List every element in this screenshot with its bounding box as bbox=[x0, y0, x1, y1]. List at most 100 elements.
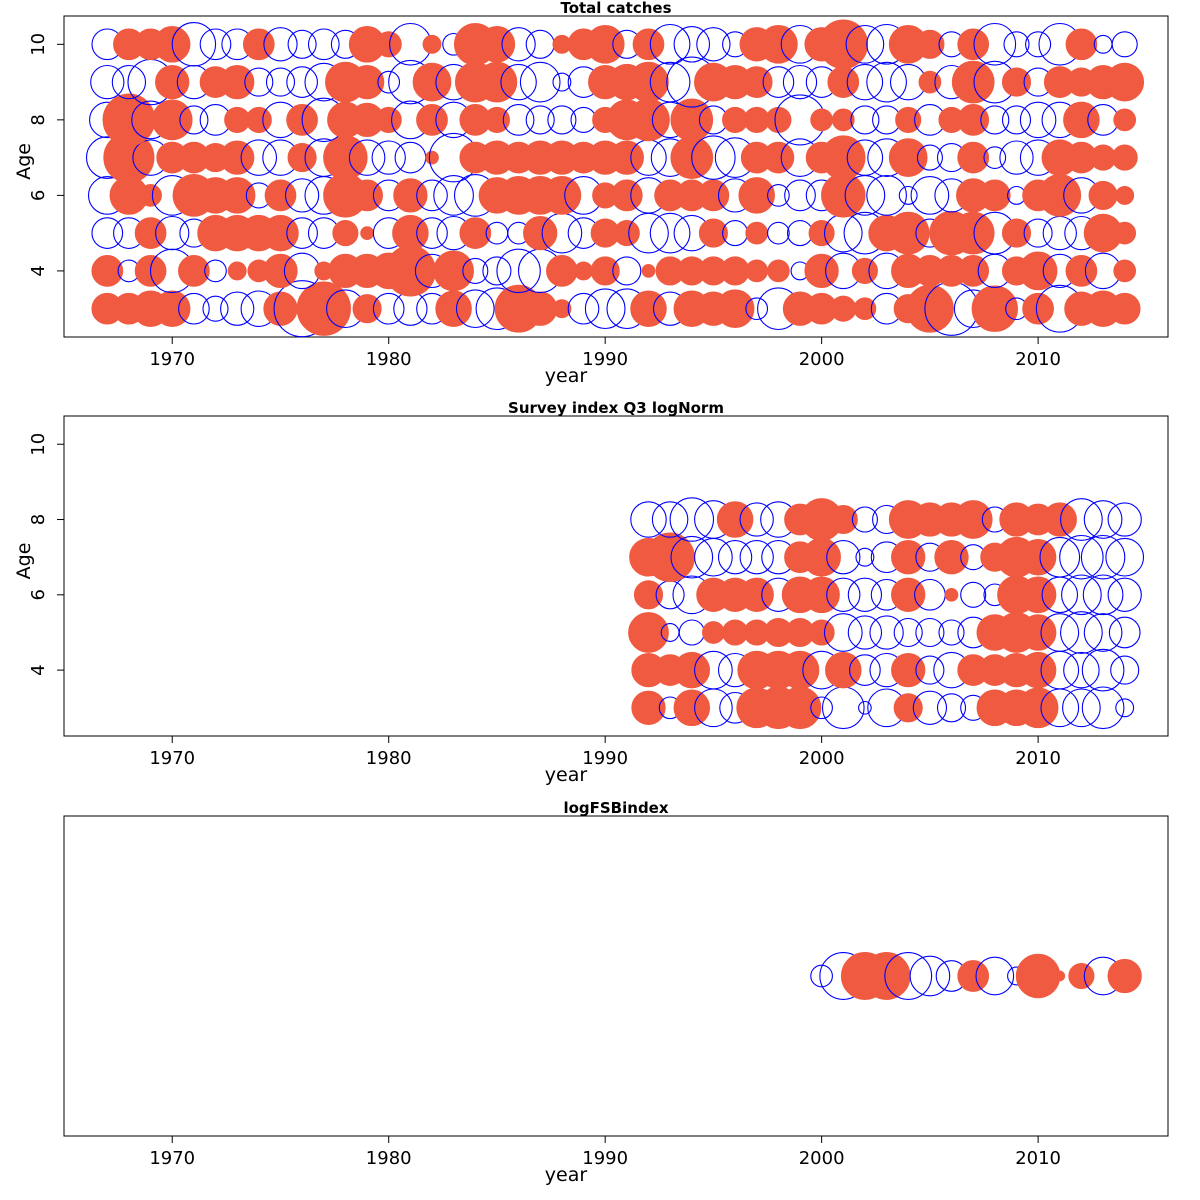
bubble-positive bbox=[1015, 953, 1061, 999]
bubble-negative bbox=[1060, 498, 1103, 541]
bubble-positive bbox=[971, 285, 1018, 332]
bubble-positive bbox=[352, 294, 382, 324]
x-axis-label: year bbox=[545, 764, 588, 786]
bubble-positive bbox=[853, 297, 877, 321]
bubble-positive bbox=[360, 226, 374, 240]
bubble-negative bbox=[866, 175, 907, 216]
bubble-negative bbox=[823, 613, 863, 652]
bubble-negative bbox=[850, 105, 880, 135]
y-tick-label: 6 bbox=[28, 190, 49, 201]
y-tick-label: 8 bbox=[28, 114, 49, 125]
bubble-negative bbox=[649, 23, 691, 65]
bubble-negative bbox=[111, 64, 147, 100]
bubble-positive bbox=[523, 291, 558, 326]
bubble-negative bbox=[1083, 500, 1123, 539]
bubble-positive bbox=[523, 215, 558, 251]
bubble-negative bbox=[547, 105, 577, 135]
bubble-positive bbox=[740, 66, 773, 98]
bubble-negative bbox=[938, 619, 965, 646]
bubble-positive bbox=[323, 135, 368, 180]
bubble-negative bbox=[416, 179, 448, 212]
bubble-positive bbox=[1019, 576, 1057, 614]
chart-title: Total catches bbox=[560, 0, 671, 17]
bubble-positive bbox=[808, 220, 835, 247]
bubble-negative bbox=[263, 27, 298, 62]
bubble-positive bbox=[218, 177, 256, 214]
x-tick-label: 1970 bbox=[149, 1148, 195, 1169]
bubble-negative bbox=[845, 24, 885, 64]
bubble-positive bbox=[765, 106, 792, 133]
bubble-negative bbox=[1083, 613, 1123, 652]
bubble-positive bbox=[349, 64, 385, 100]
bubble-positive bbox=[139, 184, 162, 207]
bubble-negative bbox=[394, 141, 427, 174]
bubble-negative bbox=[1062, 688, 1101, 728]
bubble-positive bbox=[934, 540, 969, 575]
bubble-negative bbox=[1082, 574, 1124, 616]
bubble-positive bbox=[1088, 180, 1118, 210]
plot-frame bbox=[63, 415, 1169, 737]
x-tick-label: 1990 bbox=[582, 1148, 628, 1169]
y-tick-label: 10 bbox=[28, 433, 49, 456]
bubble-positive bbox=[1038, 174, 1082, 217]
bubble-positive bbox=[673, 689, 711, 727]
bubble-negative bbox=[584, 288, 626, 330]
bubble-negative bbox=[286, 217, 318, 249]
bubble-negative bbox=[849, 654, 881, 686]
bubble-negative bbox=[1059, 534, 1104, 580]
bubble-positive bbox=[384, 245, 436, 297]
x-axis-label: year bbox=[545, 1164, 588, 1186]
bubble-negative bbox=[240, 139, 278, 176]
bubble-negative bbox=[855, 547, 875, 567]
bubble-negative bbox=[739, 502, 774, 537]
bubble-negative bbox=[1110, 655, 1140, 685]
bubble-positive bbox=[827, 66, 860, 98]
bubble-negative bbox=[810, 696, 833, 720]
bubble-positive bbox=[745, 221, 769, 245]
bubble-negative bbox=[767, 221, 790, 245]
x-axis-label: year bbox=[545, 365, 588, 387]
bubble-negative bbox=[694, 537, 733, 577]
bubble-positive bbox=[1019, 538, 1057, 576]
y-axis-label: Age bbox=[13, 543, 35, 580]
bubble-negative bbox=[717, 540, 753, 575]
bubble-positive bbox=[627, 98, 670, 142]
bubble-negative bbox=[916, 144, 943, 171]
bubble-negative bbox=[884, 952, 933, 1000]
bubble-negative bbox=[847, 615, 883, 650]
bubble-positive bbox=[716, 501, 754, 538]
bubble-negative bbox=[1081, 648, 1125, 692]
bubble-positive bbox=[332, 220, 359, 247]
bubble-negative bbox=[915, 617, 945, 648]
bubble-positive bbox=[425, 150, 439, 165]
bubble-negative bbox=[851, 506, 878, 533]
bubble-positive bbox=[739, 577, 774, 612]
bubble-negative bbox=[171, 22, 217, 67]
bubble-positive bbox=[1019, 651, 1057, 689]
bubble-negative bbox=[1040, 613, 1080, 652]
bubble-negative bbox=[762, 66, 795, 98]
bubble-negative bbox=[696, 27, 731, 62]
bubble-negative bbox=[1107, 502, 1142, 537]
bubble-positive bbox=[628, 61, 669, 103]
bubble-positive bbox=[91, 255, 124, 287]
bubble-positive bbox=[416, 104, 448, 136]
bubble-positive bbox=[780, 650, 820, 690]
bubble-positive bbox=[821, 135, 866, 180]
bubble-negative bbox=[612, 256, 642, 286]
bubble-negative bbox=[455, 289, 495, 329]
bubble-positive bbox=[242, 28, 275, 61]
bubble-layer bbox=[85, 19, 1145, 338]
bubble-negative bbox=[1107, 577, 1142, 612]
bubble-positive bbox=[1105, 62, 1145, 102]
bubble-negative bbox=[220, 291, 255, 326]
bubble-positive bbox=[895, 106, 922, 133]
x-tick-label: 1970 bbox=[149, 349, 195, 370]
bubble-negative bbox=[858, 700, 872, 715]
bubble-positive bbox=[227, 261, 247, 281]
chart-title: Survey index Q3 logNorm bbox=[508, 399, 724, 417]
bubble-positive bbox=[802, 537, 841, 577]
bubble-positive bbox=[957, 28, 990, 61]
bubble-negative bbox=[1115, 698, 1135, 718]
x-tick-label: 2010 bbox=[1015, 748, 1061, 769]
